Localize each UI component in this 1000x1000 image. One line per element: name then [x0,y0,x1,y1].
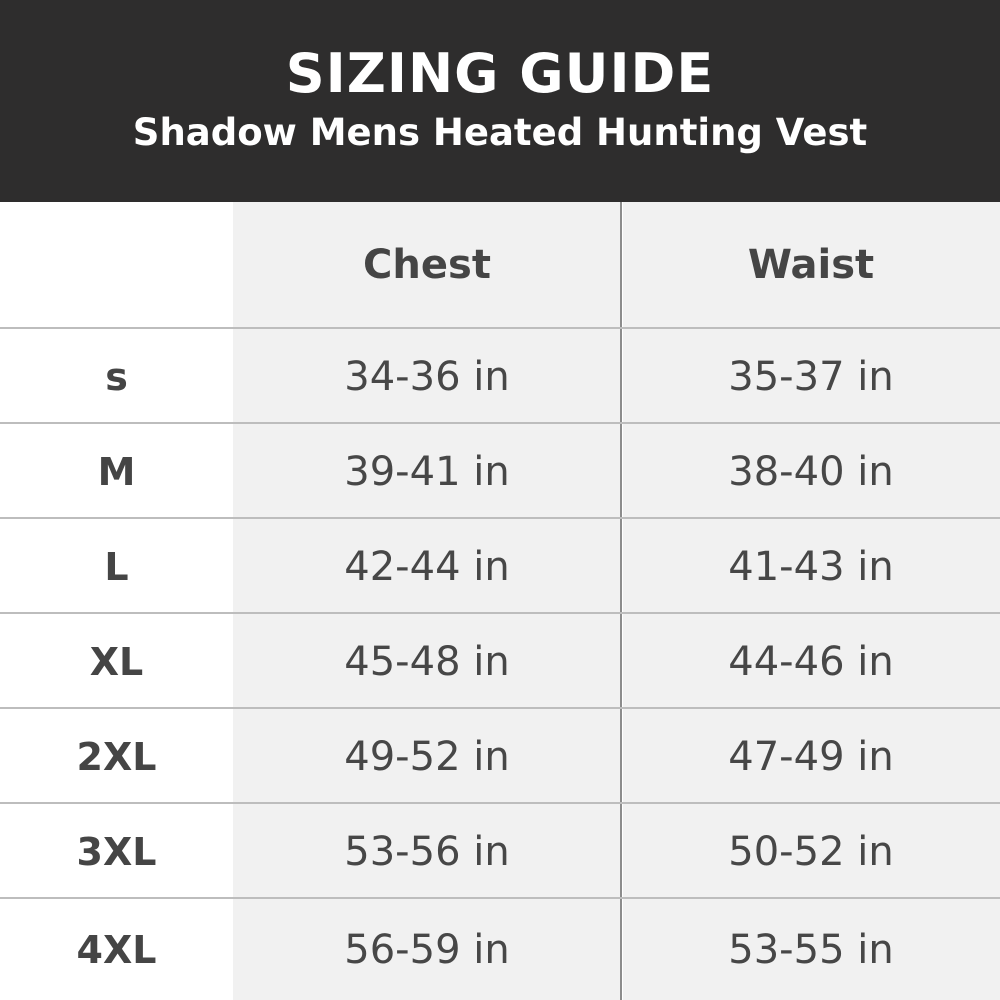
header-banner: SIZING GUIDE Shadow Mens Heated Hunting … [0,0,1000,202]
size-label: 3XL [76,829,157,874]
size-label: 2XL [76,734,157,779]
page-subtitle: Shadow Mens Heated Hunting Vest [132,111,868,154]
row-divider [0,517,1000,519]
page-title: SIZING GUIDE [285,42,715,105]
size-label: XL [89,639,144,684]
chest-value: 42-44 in [344,543,510,590]
waist-value: 41-43 in [728,543,894,590]
row-divider [0,327,1000,329]
waist-value: 44-46 in [728,638,894,685]
waist-column-bg [623,202,1000,1000]
chest-value: 45-48 in [344,638,510,685]
row-divider [0,897,1000,899]
column-header-chest: Chest [363,242,491,288]
waist-value: 38-40 in [728,448,894,495]
row-divider [0,707,1000,709]
column-divider [620,202,622,1000]
row-divider [0,612,1000,614]
size-label: L [104,544,129,589]
size-label: 4XL [76,928,157,972]
size-label: s [105,354,128,399]
column-header-waist: Waist [747,242,875,288]
chest-value: 56-59 in [344,927,510,973]
waist-value: 35-37 in [728,353,894,400]
waist-value: 50-52 in [728,828,894,875]
chest-value: 49-52 in [344,733,510,780]
row-divider [0,422,1000,424]
chest-value: 34-36 in [344,353,510,400]
size-label: M [97,449,136,494]
waist-value: 47-49 in [728,733,894,780]
chest-value: 53-56 in [344,828,510,875]
row-divider [0,802,1000,804]
chest-value: 39-41 in [344,448,510,495]
waist-value: 53-55 in [728,927,894,973]
chest-column-bg [233,202,621,1000]
